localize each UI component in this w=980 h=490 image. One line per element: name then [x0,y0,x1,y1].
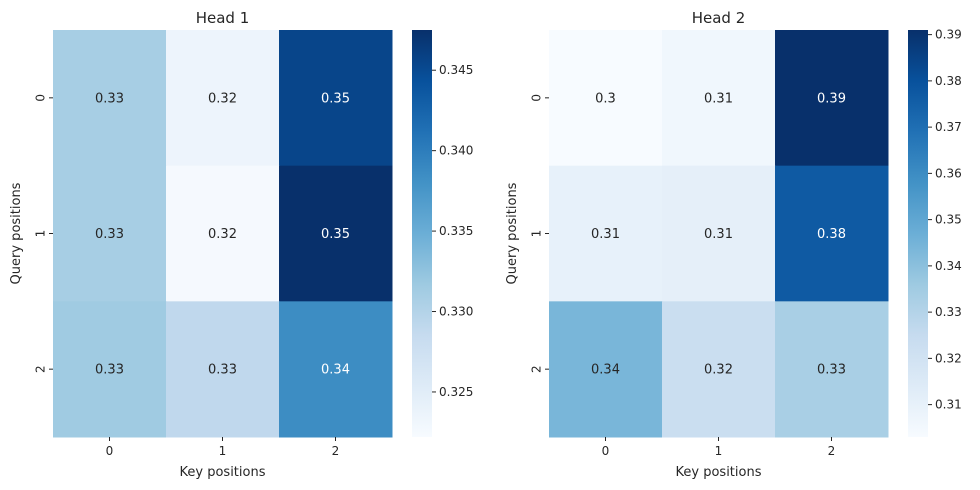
head2-colorbar [908,30,928,437]
head2-cell-r1-c1 [662,165,776,302]
head1-cell-r2-c0 [53,301,167,438]
head2-colorbar-tick-label: 0.37 [935,120,962,134]
head2-cell-r1-c0 [549,165,663,302]
head1-cell-label-r1-c0: 0.33 [95,227,124,242]
head1-cell-r1-c1 [166,165,280,302]
head2-cell-label-r0-c0: 0.3 [595,91,616,106]
head1-y-tick-label: 0 [34,94,48,102]
head1-x-tick-label: 2 [332,444,340,458]
head1-cell-label-r1-c2: 0.35 [321,227,350,242]
head2-x-tick-label: 0 [602,444,610,458]
head2-cell-r0-c2 [775,30,889,167]
head2-colorbar-tick-label: 0.33 [935,305,962,319]
head2-y-tick-label: 2 [530,365,544,373]
head2-colorbar-tick-label: 0.39 [935,28,962,42]
head2-cell-label-r2-c1: 0.32 [704,363,733,378]
head2-cell-label-r1-c2: 0.38 [817,227,846,242]
head1-cell-r0-c2 [279,30,393,167]
head2-cell-label-r2-c2: 0.33 [817,363,846,378]
head1-cell-label-r2-c2: 0.34 [321,363,350,378]
head2-colorbar-tick-label: 0.34 [935,259,962,273]
head2-cell-label-r0-c2: 0.39 [817,91,846,106]
head1-cell-label-r0-c0: 0.33 [95,91,124,106]
head2-cell-label-r1-c0: 0.31 [591,227,620,242]
head2-x-axis-label: Key positions [676,465,762,480]
head1-cell-label-r2-c1: 0.33 [208,363,237,378]
head1-cell-r2-c2 [279,301,393,438]
head2-cell-r1-c2 [775,165,889,302]
head2-y-tick-label: 0 [530,94,544,102]
head2-colorbar-tick-label: 0.35 [935,213,962,227]
head2-colorbar-tick-label: 0.32 [935,351,962,365]
head2-cell-r0-c1 [662,30,776,167]
head2-colorbar-tick-label: 0.38 [935,74,962,88]
head1-colorbar-tick-label: 0.340 [439,144,473,158]
head1-colorbar-tick-label: 0.330 [439,305,473,319]
head1-x-axis-label: Key positions [180,465,266,480]
head1-cell-r1-c2 [279,165,393,302]
head1-cell-r0-c0 [53,30,167,167]
head1-cell-label-r1-c1: 0.32 [208,227,237,242]
head1-colorbar-tick-label: 0.335 [439,224,473,238]
head2-x-tick-label: 2 [828,444,836,458]
head1-colorbar [412,30,432,437]
head2-cell-r2-c0 [549,301,663,438]
head2-cell-label-r1-c1: 0.31 [704,227,733,242]
head2-cell-label-r0-c1: 0.31 [704,91,733,106]
head1-y-tick-label: 1 [34,230,48,238]
head1-cell-label-r2-c0: 0.33 [95,363,124,378]
head1-cell-label-r0-c1: 0.32 [208,91,237,106]
head2-cell-r2-c1 [662,301,776,438]
head1-title: Head 1 [196,9,250,27]
head1-colorbar-tick-label: 0.325 [439,385,473,399]
head2-x-tick-label: 1 [715,444,723,458]
head1-colorbar-tick-label: 0.345 [439,63,473,77]
head2-cell-r2-c2 [775,301,889,438]
head1-cell-r1-c0 [53,165,167,302]
head2-cell-r0-c0 [549,30,663,167]
head2-colorbar-tick-label: 0.36 [935,166,962,180]
head1-cell-label-r0-c2: 0.35 [321,91,350,106]
head1-cell-r2-c1 [166,301,280,438]
head2-title: Head 2 [692,9,746,27]
head2-cell-label-r2-c0: 0.34 [591,363,620,378]
head1-x-tick-label: 1 [219,444,227,458]
head2-colorbar-tick-label: 0.31 [935,398,962,412]
head1-cell-r0-c1 [166,30,280,167]
head1-y-tick-label: 2 [34,365,48,373]
head2-y-tick-label: 1 [530,230,544,238]
head1-y-axis-label: Query positions [9,182,24,284]
head1-x-tick-label: 0 [106,444,114,458]
head2-y-axis-label: Query positions [505,182,520,284]
